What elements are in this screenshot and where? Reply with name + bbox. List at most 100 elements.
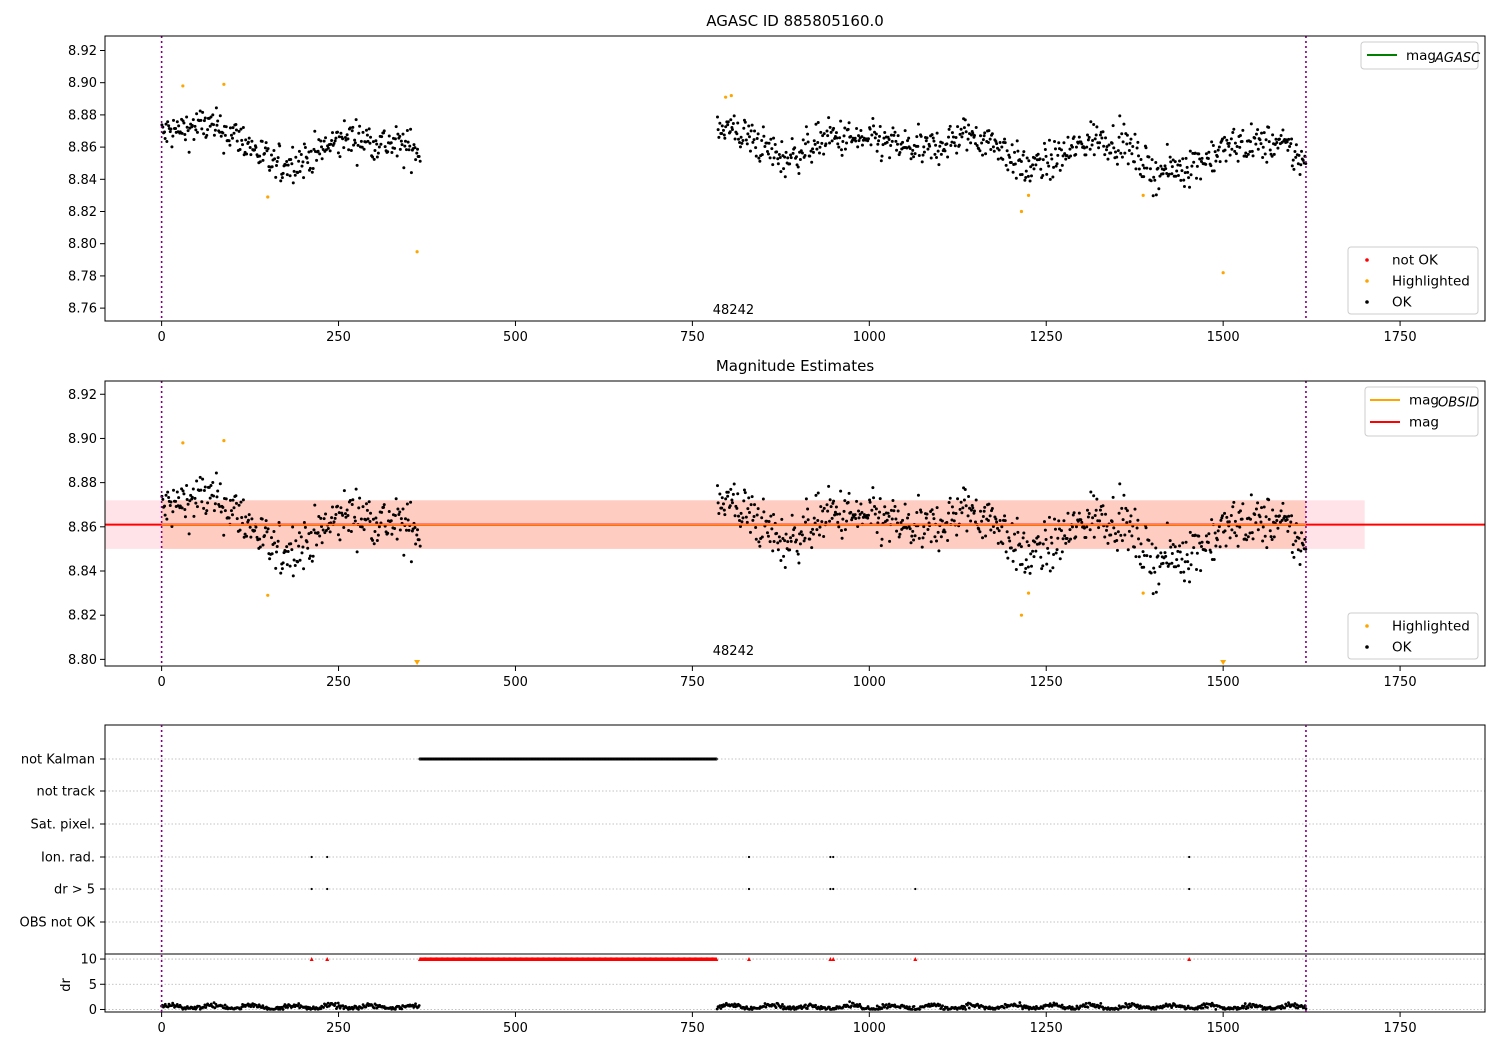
- ok-point: [949, 143, 953, 147]
- ok-point: [401, 507, 405, 511]
- ok-point: [1097, 526, 1101, 530]
- ok-point: [721, 502, 725, 506]
- ok-point: [224, 497, 228, 501]
- ok-point: [916, 144, 920, 148]
- ok-point: [1058, 557, 1062, 561]
- ok-point: [1068, 147, 1072, 151]
- ok-point: [1047, 551, 1051, 555]
- ok-point: [1241, 502, 1245, 506]
- ok-point: [1118, 482, 1122, 486]
- ok-point: [268, 168, 272, 172]
- ok-point: [1110, 141, 1114, 145]
- ok-point: [771, 549, 775, 553]
- ok-point: [1053, 147, 1057, 151]
- dr-point: [286, 1006, 290, 1009]
- ok-point: [809, 149, 813, 153]
- ok-point: [1218, 160, 1222, 164]
- ok-point: [983, 505, 987, 509]
- ok-point: [303, 525, 307, 529]
- ok-point: [1053, 527, 1057, 531]
- ok-point: [896, 142, 900, 146]
- ok-point: [193, 124, 197, 128]
- ok-point: [723, 136, 727, 140]
- ok-point: [167, 124, 171, 128]
- ok-point: [234, 501, 238, 505]
- ok-points: [160, 471, 1308, 596]
- dr-point: [1260, 1004, 1264, 1008]
- ok-point: [1249, 493, 1253, 497]
- ok-point: [195, 479, 199, 483]
- ok-point: [741, 516, 745, 520]
- ok-point: [1085, 133, 1089, 137]
- ok-point: [1062, 141, 1066, 145]
- ok-point: [730, 501, 734, 505]
- ok-point: [906, 139, 910, 143]
- ok-point: [1141, 163, 1145, 167]
- ok-point: [208, 124, 212, 128]
- ok-point: [1055, 548, 1059, 552]
- ok-point: [1074, 145, 1078, 149]
- ok-point: [1003, 141, 1007, 145]
- ok-point: [729, 118, 733, 122]
- ok-point: [934, 143, 938, 147]
- ok-point: [837, 145, 841, 149]
- ok-point: [336, 151, 340, 155]
- dr-point: [296, 1004, 300, 1008]
- ok-point: [855, 499, 859, 503]
- ok-point: [950, 505, 954, 509]
- ok-point: [398, 528, 402, 532]
- ok-point: [994, 517, 998, 521]
- ok-point: [890, 139, 894, 143]
- ok-point: [1271, 133, 1275, 137]
- legend-marker: [1365, 624, 1369, 628]
- ok-point: [1152, 566, 1156, 570]
- ok-point: [1054, 164, 1058, 168]
- ok-point: [309, 149, 313, 153]
- ok-point: [244, 138, 248, 142]
- ok-point: [745, 142, 749, 146]
- ok-point: [1181, 157, 1185, 161]
- ok-point: [223, 509, 227, 513]
- ok-point: [950, 518, 954, 522]
- ok-point: [199, 488, 203, 492]
- ok-point: [228, 126, 232, 130]
- ok-point: [268, 557, 272, 561]
- axes-frame: [104, 953, 1486, 1013]
- ok-point: [1195, 176, 1199, 180]
- ok-point: [901, 518, 905, 522]
- ok-point: [922, 145, 926, 149]
- ok-point: [212, 494, 216, 498]
- ok-point: [299, 535, 303, 539]
- ok-point: [1246, 535, 1250, 539]
- ok-point: [889, 133, 893, 137]
- ok-point: [1060, 550, 1064, 554]
- ok-point: [379, 142, 383, 146]
- ok-point: [947, 135, 951, 139]
- ok-point: [967, 123, 971, 127]
- dr-point: [357, 1007, 360, 1011]
- ok-point: [948, 496, 952, 500]
- dr-point: [417, 1004, 421, 1007]
- flag-point: [326, 887, 329, 891]
- ok-point: [1041, 542, 1045, 546]
- ok-point: [260, 517, 264, 521]
- ok-point: [827, 484, 831, 488]
- ok-point: [1192, 160, 1196, 164]
- ok-point: [1185, 165, 1189, 169]
- ok-point: [1039, 555, 1043, 559]
- ok-point: [1285, 140, 1289, 144]
- ok-point: [815, 528, 819, 532]
- ok-point: [1229, 137, 1233, 141]
- ok-point: [312, 528, 316, 532]
- ok-point: [311, 554, 315, 558]
- ok-point: [407, 148, 411, 152]
- ok-point: [893, 504, 897, 508]
- ok-point: [880, 537, 884, 541]
- dr-point: [338, 1006, 342, 1010]
- ok-point: [1207, 150, 1211, 154]
- ok-point: [1020, 172, 1024, 176]
- ok-point: [238, 148, 242, 152]
- legend-lines: mag AGASC: [1360, 41, 1481, 70]
- x-tick-label: 1250: [1030, 330, 1063, 345]
- dr-point: [1248, 1002, 1252, 1006]
